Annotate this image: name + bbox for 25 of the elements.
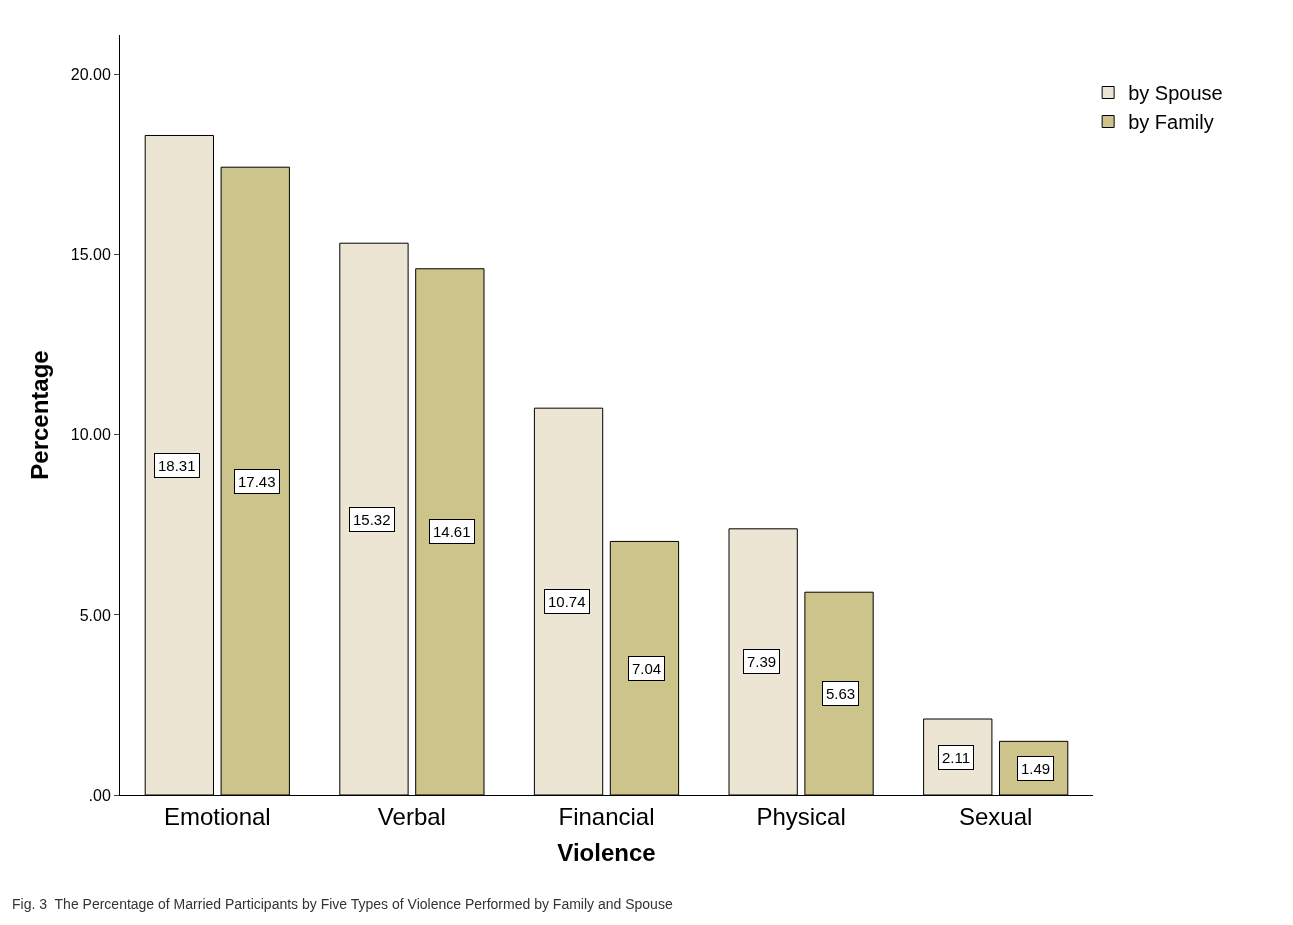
x-tick-label: Emotional [163,802,271,830]
data-label: 15.32 [353,511,391,528]
data-label: 10.74 [548,593,586,610]
x-axis-title: Violence [557,839,656,867]
y-tick-label: 5.00 [79,606,111,624]
data-label: 7.04 [632,660,662,677]
x-tick-label: Financial [558,802,655,830]
data-label: 17.43 [238,473,276,490]
data-label: 2.11 [942,749,971,766]
y-tick-label: 15.00 [70,246,111,264]
data-label: 7.39 [747,653,777,670]
legend-label: by Family [1128,111,1214,134]
data-label: 5.63 [826,685,856,702]
data-label: 1.49 [1021,760,1051,777]
x-tick-label: Verbal [377,802,446,830]
y-tick-label: 20.00 [70,66,111,84]
x-tick-label: Physical [756,802,846,830]
y-tick-label: 10.00 [70,426,111,444]
caption: Fig. 3 The Percentage of Married Participants by Five Types of Violence Performed by Family and Spouse [12,896,673,912]
legend-label: by Spouse [1128,82,1223,105]
data-label: 18.31 [158,457,196,474]
y-tick-label: .00 [88,786,111,804]
data-label: 14.61 [433,523,471,540]
y-axis-title: Percentage [25,350,53,480]
x-tick-label: Sexual [959,802,1033,830]
